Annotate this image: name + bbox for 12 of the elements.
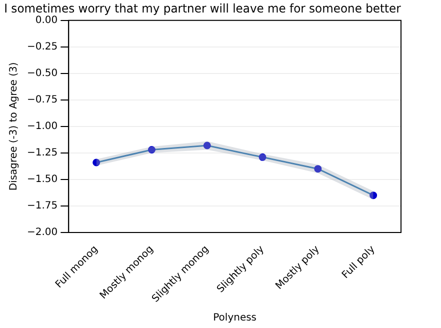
y-tick-label: −1.50 bbox=[26, 174, 58, 186]
y-tick-label: −0.25 bbox=[26, 42, 58, 52]
y-axis-title: Disagree (-3) to Agree (3) bbox=[8, 62, 20, 191]
y-tick-label: −1.25 bbox=[26, 148, 58, 159]
y-tick-label: 0.00 bbox=[35, 14, 58, 26]
x-axis-title: Polyness bbox=[213, 312, 257, 324]
y-tick-label: −1.75 bbox=[26, 200, 58, 212]
y-tick-label: −1.00 bbox=[26, 121, 58, 132]
y-tick-label: −0.50 bbox=[26, 68, 58, 80]
chart-title: I sometimes worry that my partner will leave me for someone better bbox=[4, 1, 402, 16]
y-tick-label: −2.00 bbox=[26, 227, 58, 238]
y-tick-label: −0.75 bbox=[26, 94, 58, 106]
